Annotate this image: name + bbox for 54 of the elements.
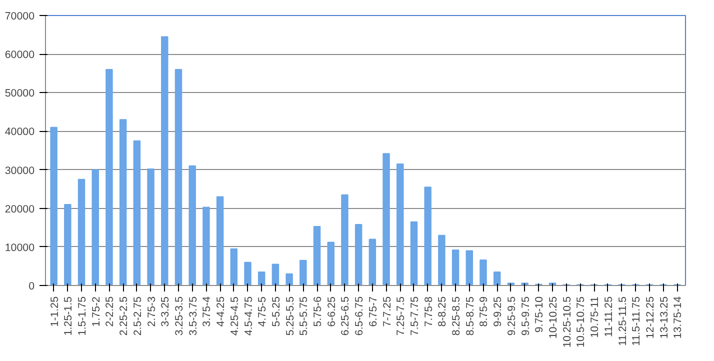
x-tick-label: 9.25-9.5 [506, 296, 518, 336]
x-tick-label: 13-13.25 [658, 296, 670, 339]
x-tick-label: 7-7.25 [381, 296, 394, 327]
x-tick-label: 6-6.25 [326, 296, 338, 327]
x-tick-label: 10-10.25 [548, 296, 560, 339]
x-tick-label: 8.5-8.75 [464, 296, 476, 336]
x-tick-label: 7.5-7.75 [408, 296, 421, 336]
x-tick-label: 8.75-9 [478, 296, 490, 327]
x-tick-label: 1-1.25 [48, 296, 61, 327]
x-tick-label: 7.75-8 [422, 296, 435, 327]
x-tick-label: 2.5-2.75 [132, 296, 144, 336]
x-tick-label: 5-5.25 [270, 296, 282, 327]
x-tick-label: 11-11.25 [602, 296, 615, 337]
y-tick-label: 60000 [4, 49, 35, 62]
x-tick-label: 8-8.25 [436, 296, 449, 327]
x-tick-label: 6.75-7 [367, 296, 380, 327]
x-tick-label: 10.25-10.5 [561, 296, 574, 348]
x-tick-label: 3.25-3.5 [173, 296, 186, 336]
x-tick-label: 4-4.25 [215, 296, 228, 327]
x-tick-label: 4.25-4.5 [228, 296, 241, 336]
x-tick-label: 4.75-5 [256, 296, 269, 327]
x-tick-label: 6.5-6.75 [354, 296, 366, 336]
x-tick-label: 8.25-8.5 [450, 296, 463, 336]
x-tick-label: 11.5-11.75 [630, 296, 643, 346]
x-tick-label: 2-2.25 [104, 296, 116, 327]
y-tick-label: 70000 [4, 10, 35, 22]
x-tick-label: 3.5-3.75 [187, 296, 200, 336]
x-tick-label: 1.25-1.5 [62, 296, 75, 336]
x-tick-label: 5.75-6 [312, 296, 324, 327]
x-tick-label: 11.25-11.5 [616, 296, 629, 346]
y-tick-label: 10000 [4, 242, 35, 254]
x-tick-label: 9.75-10 [534, 296, 546, 333]
y-tick-label: 0 [28, 280, 35, 292]
x-tick-label: 1.75-2 [90, 296, 102, 327]
x-tick-label: 2.75-3 [146, 296, 158, 327]
x-tick-label: 6.25-6.5 [340, 296, 352, 336]
y-tick-label: 30000 [4, 164, 35, 177]
x-tick-label: 2.25-2.5 [118, 296, 130, 336]
x-tick-label: 4.5-4.75 [242, 296, 255, 336]
x-tick-label: 9-9.25 [492, 296, 504, 327]
x-tick-label: 3.75-4 [201, 296, 214, 327]
y-tick-label: 50000 [4, 88, 35, 100]
x-tick-label: 13.75-14 [672, 296, 684, 339]
x-tick-label: 1.5-1.75 [76, 296, 89, 336]
x-tick-label: 10.5-10.75 [575, 296, 588, 348]
x-tick-label: 10.75-11 [589, 296, 602, 338]
x-tick-label: 5.5-5.75 [298, 296, 310, 336]
x-tick-label: 12-12.25 [644, 296, 656, 339]
y-tick-label: 40000 [4, 126, 35, 138]
x-tick-label: 3-3.25 [160, 296, 172, 327]
x-tick-label: 9.5-9.75 [520, 296, 532, 336]
y-tick-label: 20000 [4, 203, 35, 216]
x-tick-label: 5.25-5.5 [284, 296, 296, 336]
x-tick-label: 7.25-7.5 [395, 296, 408, 336]
